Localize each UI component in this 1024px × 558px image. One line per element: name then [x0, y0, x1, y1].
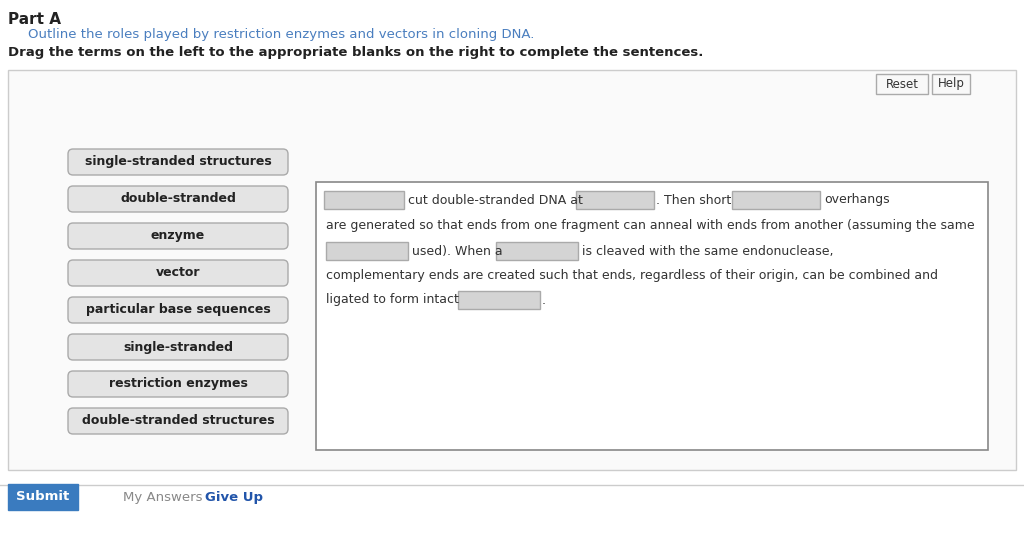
- Text: single-stranded: single-stranded: [123, 340, 233, 354]
- FancyBboxPatch shape: [68, 408, 288, 434]
- Text: ligated to form intact: ligated to form intact: [326, 294, 459, 306]
- Text: . Then short: . Then short: [656, 194, 731, 206]
- Text: is cleaved with the same endonuclease,: is cleaved with the same endonuclease,: [582, 244, 834, 257]
- Text: double-stranded: double-stranded: [120, 193, 236, 205]
- FancyBboxPatch shape: [68, 371, 288, 397]
- Text: double-stranded structures: double-stranded structures: [82, 415, 274, 427]
- FancyBboxPatch shape: [68, 260, 288, 286]
- Text: Part A: Part A: [8, 12, 61, 27]
- Text: Drag the terms on the left to the appropriate blanks on the right to complete th: Drag the terms on the left to the approp…: [8, 46, 703, 59]
- Bar: [575, 191, 654, 209]
- Text: Submit: Submit: [16, 490, 70, 503]
- Bar: [324, 191, 404, 209]
- Bar: [496, 242, 578, 260]
- Text: particular base sequences: particular base sequences: [86, 304, 270, 316]
- FancyBboxPatch shape: [68, 186, 288, 212]
- Bar: [876, 74, 928, 94]
- Bar: [732, 191, 820, 209]
- Bar: [8, 70, 1016, 470]
- Bar: [316, 182, 988, 450]
- FancyBboxPatch shape: [68, 223, 288, 249]
- Text: are generated so that ends from one fragment can anneal with ends from another (: are generated so that ends from one frag…: [326, 219, 975, 233]
- FancyBboxPatch shape: [68, 149, 288, 175]
- Text: restriction enzymes: restriction enzymes: [109, 378, 248, 391]
- Text: cut double-stranded DNA at: cut double-stranded DNA at: [408, 194, 583, 206]
- FancyBboxPatch shape: [68, 297, 288, 323]
- Text: vector: vector: [156, 267, 201, 280]
- FancyBboxPatch shape: [68, 334, 288, 360]
- Text: My Answers: My Answers: [123, 490, 203, 503]
- Text: used). When a: used). When a: [412, 244, 503, 257]
- Bar: [326, 242, 408, 260]
- Text: overhangs: overhangs: [824, 194, 890, 206]
- Text: Reset: Reset: [886, 78, 919, 90]
- Text: single-stranded structures: single-stranded structures: [85, 156, 271, 169]
- Text: Help: Help: [938, 78, 965, 90]
- Bar: [8, 484, 78, 510]
- Bar: [458, 291, 540, 309]
- Text: complementary ends are created such that ends, regardless of their origin, can b: complementary ends are created such that…: [326, 270, 938, 282]
- Text: .: .: [542, 294, 546, 306]
- Text: Give Up: Give Up: [205, 490, 263, 503]
- Bar: [932, 74, 970, 94]
- Text: enzyme: enzyme: [151, 229, 205, 243]
- Text: Outline the roles played by restriction enzymes and vectors in cloning DNA.: Outline the roles played by restriction …: [28, 28, 535, 41]
